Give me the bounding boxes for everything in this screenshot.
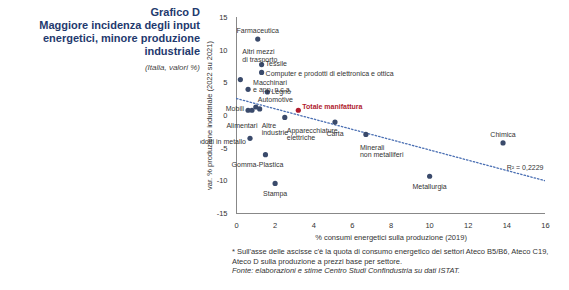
svg-text:Legno: Legno	[271, 88, 291, 96]
svg-text:% consumi energetici sulla pro: % consumi energetici sulla produzione (2…	[315, 233, 467, 242]
svg-text:-15: -15	[217, 209, 228, 218]
svg-text:5: 5	[223, 78, 227, 87]
svg-text:Chimica: Chimica	[490, 131, 515, 138]
svg-text:Mineralinon metalliferi: Mineralinon metalliferi	[360, 144, 404, 158]
svg-text:0: 0	[223, 111, 227, 120]
svg-text:-5: -5	[221, 144, 228, 153]
svg-text:Altreindustrie: Altreindustrie	[262, 122, 289, 136]
svg-text:Tessile: Tessile	[266, 60, 288, 67]
svg-text:8: 8	[389, 221, 393, 230]
svg-text:15: 15	[219, 13, 227, 22]
svg-text:6: 6	[350, 221, 354, 230]
svg-text:16: 16	[541, 221, 549, 230]
svg-text:Automotive: Automotive	[258, 96, 293, 103]
svg-text:Totale manifattura: Totale manifattura	[302, 103, 362, 110]
svg-text:10: 10	[425, 221, 433, 230]
svg-text:R² = 0,2229: R² = 0,2229	[507, 164, 544, 171]
svg-text:14: 14	[503, 221, 511, 230]
svg-text:10: 10	[219, 46, 227, 55]
svg-text:0: 0	[234, 221, 238, 230]
svg-text:Stampa: Stampa	[263, 190, 287, 198]
svg-text:2: 2	[273, 221, 277, 230]
svg-text:Farmaceutica: Farmaceutica	[237, 27, 280, 34]
svg-text:12: 12	[464, 221, 472, 230]
svg-text:Metallurgia: Metallurgia	[413, 183, 447, 191]
svg-text:Carta: Carta	[326, 130, 343, 137]
svg-text:-10: -10	[217, 176, 228, 185]
svg-text:var. % produzione industriale: var. % produzione industriale (2022 su 2…	[205, 41, 214, 190]
svg-text:Mobili: Mobili	[226, 105, 245, 112]
svg-text:Alimentari: Alimentari	[226, 122, 258, 129]
svg-text:Prodotti in metallo: Prodotti in metallo	[200, 138, 246, 145]
svg-text:Computer e prodotti di elettro: Computer e prodotti di elettronica e ott…	[266, 70, 394, 78]
svg-text:Gomma-Plastica: Gomma-Plastica	[232, 161, 284, 168]
svg-text:4: 4	[312, 221, 316, 230]
